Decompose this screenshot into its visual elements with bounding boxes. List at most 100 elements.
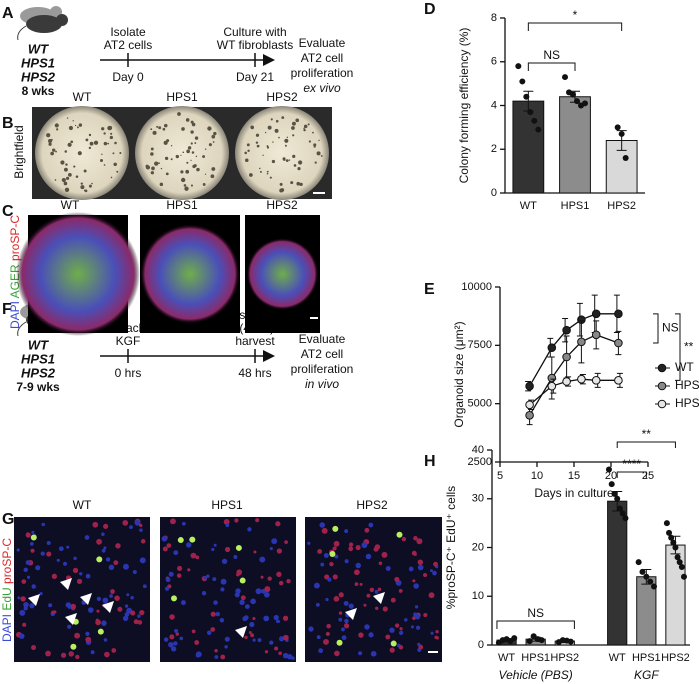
outcome-label: AT2 cell (301, 347, 343, 361)
nucleus (275, 521, 281, 527)
nucleus (214, 655, 219, 659)
nucleus (341, 627, 345, 632)
nucleus (30, 548, 35, 553)
nucleus (248, 630, 252, 634)
brightfield-well (135, 106, 229, 200)
nucleus (25, 560, 31, 565)
nucleus (359, 582, 363, 586)
image-title: HPS2 (266, 198, 298, 212)
nucleus (252, 616, 256, 621)
colony (67, 142, 72, 147)
step-time: 0 hrs (115, 366, 142, 380)
step-time: 48 hrs (238, 366, 271, 380)
data-point (614, 376, 623, 385)
colony (54, 123, 59, 128)
x-tick-label: HPS2 (550, 652, 579, 664)
edu-cell (336, 639, 343, 646)
nucleus (70, 603, 76, 610)
colony (89, 141, 94, 146)
significance-label: * (573, 8, 578, 22)
x-tick-label: HPS1 (632, 652, 661, 664)
colony (202, 155, 206, 159)
nucleus (239, 599, 245, 606)
image-title: WT (61, 198, 80, 212)
colony (119, 151, 122, 155)
legend-label: HPS1 (675, 378, 699, 392)
nucleus (269, 640, 274, 645)
data-point (635, 559, 642, 566)
data-point (676, 559, 683, 566)
bar (512, 100, 545, 194)
organoid (16, 212, 140, 336)
colony (73, 165, 76, 168)
data-point (562, 325, 571, 335)
colony (313, 145, 316, 148)
colony (307, 123, 310, 126)
x-tick-label: WT (609, 652, 626, 664)
nucleus (203, 576, 207, 580)
nucleus (142, 584, 147, 589)
nucleus (165, 577, 171, 583)
data-point (511, 635, 518, 642)
outcome-label: AT2 cell (301, 51, 343, 65)
nucleus (139, 609, 145, 616)
nucleus (190, 552, 197, 559)
colony (299, 182, 303, 187)
nucleus (65, 602, 72, 608)
outcome-label: in vivo (305, 377, 339, 391)
nucleus (363, 603, 367, 607)
data-point (622, 515, 629, 522)
colony (293, 164, 297, 167)
nucleus (85, 573, 91, 579)
colony (180, 154, 182, 156)
nucleus (338, 617, 343, 622)
x-tick-label: HPS2 (661, 652, 690, 664)
nucleus (137, 614, 141, 618)
nucleus (48, 603, 53, 608)
nucleus (40, 551, 45, 556)
outcome-label: Evaluate (299, 36, 346, 50)
colony (295, 118, 300, 123)
nucleus (250, 598, 256, 605)
nucleus (175, 632, 180, 636)
nucleus (179, 636, 184, 641)
colony (150, 152, 154, 156)
colony (68, 173, 72, 177)
nucleus (389, 627, 395, 633)
colony (285, 159, 289, 162)
nucleus (364, 527, 370, 533)
nucleus (368, 522, 374, 528)
nucleus (353, 569, 360, 576)
nucleus (249, 621, 255, 628)
colony (101, 127, 105, 131)
nucleus (161, 535, 168, 542)
colony (185, 169, 190, 174)
nucleus (319, 522, 326, 528)
colony (186, 149, 190, 154)
data-point (666, 529, 673, 536)
colony (158, 162, 160, 165)
panel-letter: E (424, 281, 435, 298)
nucleus (108, 564, 115, 571)
nucleus (221, 558, 228, 565)
nucleus (173, 550, 179, 556)
colony (150, 128, 153, 131)
nucleus (73, 556, 77, 561)
nucleus (62, 561, 68, 566)
colony (208, 143, 212, 147)
nucleus (174, 628, 179, 634)
colony (175, 154, 180, 159)
significance-bracket (527, 22, 623, 31)
panel-letter: D (424, 1, 436, 18)
colony (316, 151, 321, 156)
data-point (531, 117, 538, 124)
nucleus (418, 644, 424, 650)
colony (281, 116, 285, 119)
colony (248, 173, 253, 177)
nucleus (16, 548, 20, 552)
colony (64, 150, 68, 153)
step-label: WT fibroblasts (217, 38, 293, 52)
colony (63, 167, 68, 172)
data-point (591, 376, 601, 385)
nucleus (115, 543, 121, 549)
